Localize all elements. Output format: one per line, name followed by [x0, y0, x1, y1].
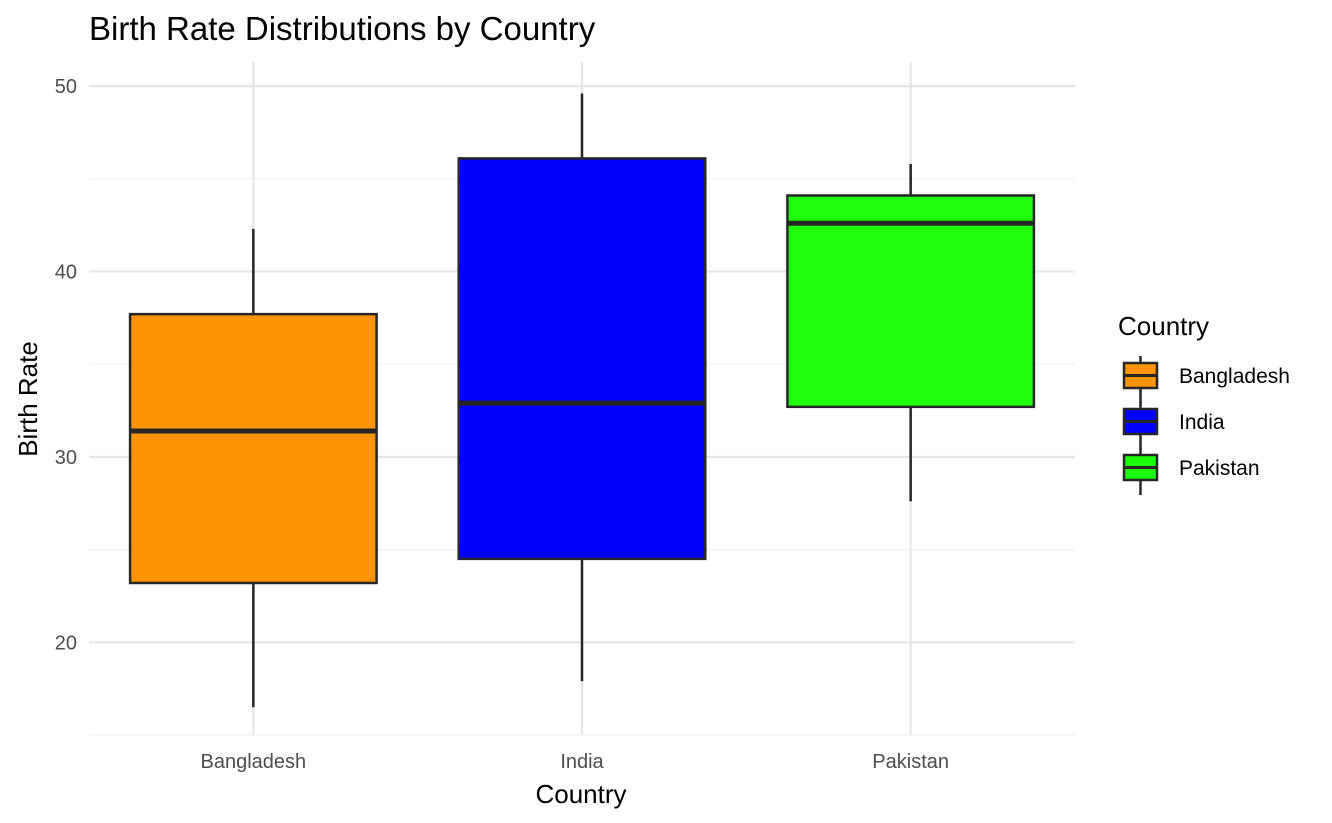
legend-item-pakistan: Pakistan: [1122, 448, 1260, 495]
box-group-bangladesh: [128, 228, 378, 708]
y-tick-label: 20: [55, 632, 77, 654]
x-tick-label: Pakistan: [872, 751, 949, 773]
y-tick-label: 30: [55, 447, 77, 469]
legend-label: India: [1179, 411, 1225, 434]
axes-layer: 20 30 40 50 Bangladesh India Pakistan: [55, 76, 949, 773]
legend-title: Country: [1118, 311, 1209, 341]
chart-title: Birth Rate Distributions by Country: [89, 10, 596, 47]
boxes-layer: [128, 93, 1036, 708]
box: [786, 194, 1036, 409]
x-tick-label: Bangladesh: [201, 751, 307, 773]
legend: Country Bangladesh India Pakistan: [1118, 311, 1290, 495]
legend-label: Bangladesh: [1179, 365, 1290, 388]
legend-item-india: India: [1122, 402, 1225, 449]
legend-label: Pakistan: [1179, 457, 1260, 480]
box-group-pakistan: [786, 163, 1036, 502]
legend-items: Bangladesh India Pakistan: [1122, 356, 1290, 495]
box: [457, 157, 707, 561]
x-axis-title: Country: [535, 779, 626, 809]
y-axis-title: Birth Rate: [13, 341, 43, 457]
box: [128, 312, 378, 585]
legend-item-bangladesh: Bangladesh: [1122, 356, 1290, 403]
y-tick-label: 50: [55, 76, 77, 98]
x-tick-label: India: [560, 751, 604, 773]
box-group-india: [457, 93, 707, 682]
y-tick-label: 40: [55, 262, 77, 284]
